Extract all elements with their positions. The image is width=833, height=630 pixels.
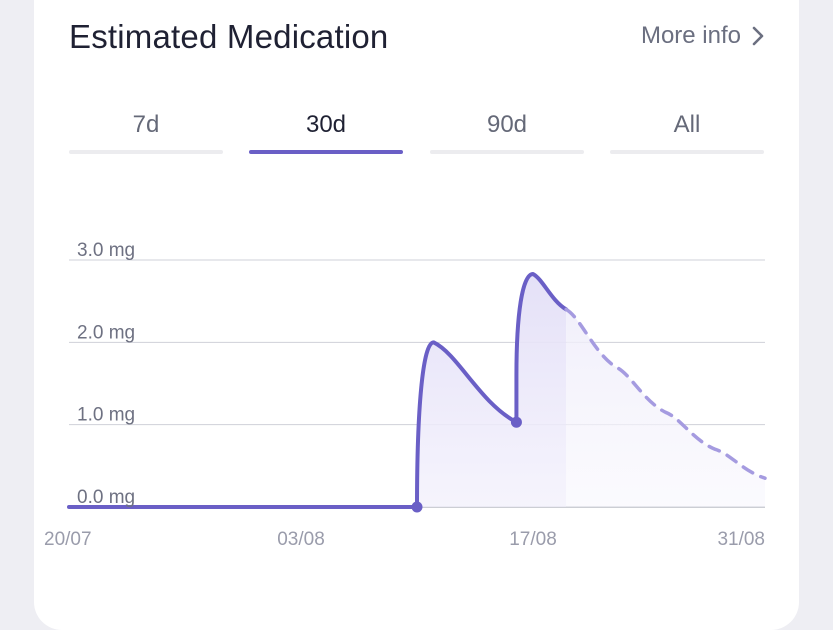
- y-tick-label: 2.0 mg: [77, 322, 135, 343]
- range-tabs: 7d 30d 90d All: [69, 108, 765, 154]
- dose-line: [67, 271, 569, 509]
- chart-area: [417, 273, 765, 507]
- projection-line: [564, 307, 767, 480]
- tab-30d[interactable]: 30d: [249, 108, 403, 154]
- y-axis: 0.0 mg 1.0 mg 2.0 mg 3.0 mg: [77, 240, 135, 508]
- card-title: Estimated Medication: [69, 18, 389, 55]
- x-tick-label: 20/07: [44, 529, 92, 550]
- dose-marker: [510, 416, 522, 428]
- x-tick-label: 17/08: [509, 529, 557, 550]
- tab-label: 90d: [486, 111, 528, 138]
- dose-marker: [411, 501, 423, 513]
- tab-label: 30d: [305, 111, 347, 138]
- y-tick-label: 3.0 mg: [77, 240, 135, 261]
- medication-chart: 0.0 mg 1.0 mg 2.0 mg 3.0 mg 20/07 03/08 17/08…: [44, 240, 767, 550]
- x-axis: 20/07 03/08 17/08 31/08: [44, 529, 765, 550]
- more-info-link[interactable]: More info: [641, 22, 765, 50]
- x-tick-label: 31/08: [717, 529, 765, 550]
- medication-card: [34, 0, 799, 630]
- y-tick-label: 1.0 mg: [77, 405, 135, 426]
- tab-indicator: [69, 150, 223, 154]
- tab-indicator: [430, 150, 584, 154]
- dose-area: [417, 273, 567, 507]
- tab-all[interactable]: All: [610, 108, 764, 154]
- chart-lines: [67, 271, 767, 509]
- tab-indicator: [610, 150, 764, 154]
- chevron-right-icon: [752, 26, 764, 46]
- more-info-label: More info: [640, 22, 741, 49]
- tab-indicator: [249, 150, 403, 154]
- y-tick-label: 0.0 mg: [77, 487, 135, 508]
- chart-markers: [411, 416, 522, 513]
- x-tick-label: 03/08: [277, 529, 325, 550]
- projection-area: [566, 309, 765, 507]
- tab-7d[interactable]: 7d: [69, 108, 223, 154]
- tab-label: 7d: [132, 111, 160, 138]
- tab-label: All: [673, 111, 701, 138]
- tab-90d[interactable]: 90d: [430, 108, 584, 154]
